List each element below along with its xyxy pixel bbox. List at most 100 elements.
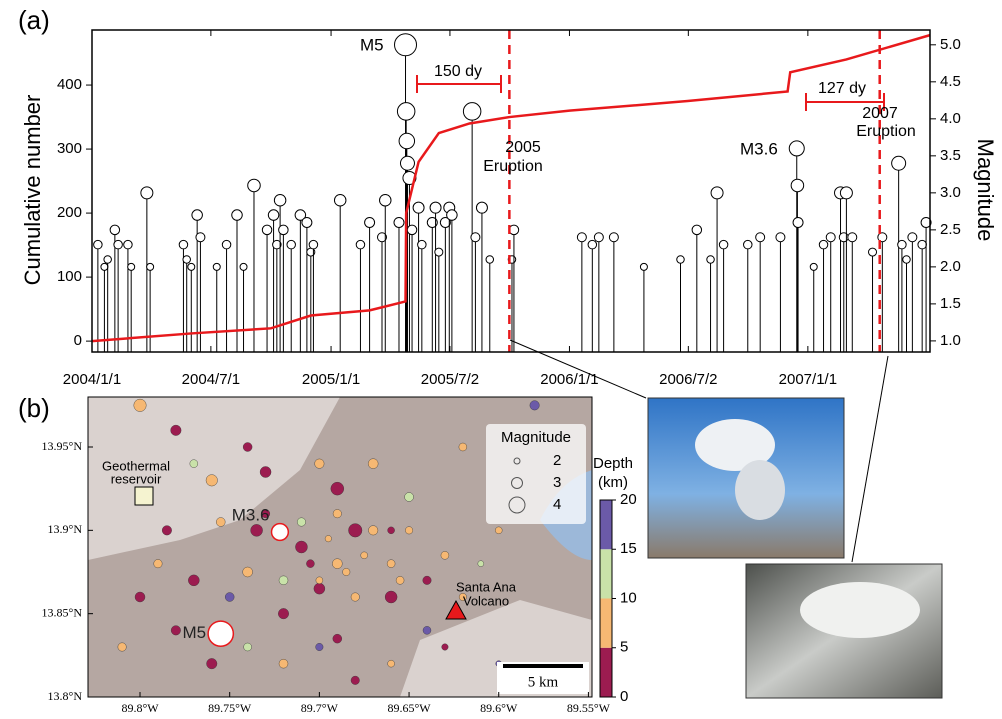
earthquake	[133, 398, 147, 412]
y-axis-label: Cumulative number	[20, 95, 45, 286]
y-tick-label: 400	[57, 76, 82, 93]
earthquake	[153, 559, 163, 569]
stem-head	[301, 216, 313, 228]
stem-head	[399, 155, 415, 171]
y2-tick-label: 3.0	[940, 184, 961, 201]
stem-head	[788, 140, 805, 157]
colorbar-label: (km)	[598, 474, 628, 491]
stem-head	[470, 232, 481, 243]
stem-head	[790, 178, 805, 193]
stem-head	[191, 209, 203, 221]
y2-tick-label: 4.5	[940, 73, 961, 90]
earthquake	[278, 608, 289, 620]
x-tick-label: 89.6°W	[480, 701, 518, 714]
stem-head	[278, 224, 289, 236]
stem-head	[393, 216, 405, 228]
earthquake	[395, 576, 405, 585]
earthquake	[458, 442, 468, 452]
stem-head	[897, 239, 907, 250]
annotation: Eruption	[856, 123, 916, 140]
earthquake	[278, 575, 289, 586]
x-tick-label: 89.7°W	[301, 701, 339, 714]
annotation: M3.6	[740, 139, 778, 158]
earthquake	[330, 481, 345, 496]
earthquake	[529, 400, 540, 411]
colorbar-label: Depth	[593, 455, 633, 472]
earthquake	[242, 442, 253, 452]
stem-head	[434, 247, 444, 257]
y2-tick-label: 3.5	[940, 147, 961, 164]
earthquake	[261, 509, 271, 519]
legend-symbol	[511, 477, 523, 489]
stem-head	[267, 209, 280, 221]
stem-head	[838, 232, 849, 243]
stem-head	[877, 232, 888, 243]
earthquake	[458, 593, 467, 601]
earthquake	[360, 551, 368, 560]
stem-head	[123, 239, 133, 250]
plume	[800, 582, 920, 638]
stem-head	[485, 255, 495, 264]
annotation: 2005	[505, 139, 541, 156]
earthquake	[117, 642, 127, 652]
y2-tick-label: 5.0	[940, 36, 961, 53]
x-tick-label: 2005/7/2	[421, 371, 479, 388]
stem-head	[847, 232, 858, 243]
stem-head	[355, 239, 366, 250]
highlight-label: M5	[183, 623, 207, 642]
earthquake	[314, 458, 325, 469]
highlight-event	[270, 522, 290, 542]
annotation: 127 dy	[818, 80, 866, 97]
legend-label: 3	[553, 474, 561, 491]
stem-head	[902, 255, 911, 264]
stem-head	[475, 201, 488, 214]
y2-tick-label: 2.5	[940, 221, 961, 238]
y2-tick-label: 2.0	[940, 258, 961, 275]
earthquake	[368, 525, 379, 536]
stem-head	[178, 239, 189, 250]
stem-head	[212, 262, 221, 271]
y2-tick-label: 1.5	[940, 295, 961, 312]
earthquake	[250, 524, 263, 537]
earthquake	[422, 575, 432, 585]
stem-head	[439, 216, 451, 228]
stem-head	[920, 216, 932, 228]
earthquake	[386, 559, 396, 568]
stem-head	[364, 216, 376, 228]
stem-head	[691, 224, 703, 236]
stem-head	[825, 232, 836, 243]
stem-head	[755, 232, 766, 243]
y2-tick-label: 4.0	[940, 110, 961, 127]
colorbar-segment	[600, 598, 612, 648]
x-tick-label: 89.65°W	[387, 701, 431, 714]
plume	[735, 460, 785, 520]
stem-head	[710, 186, 724, 200]
x-tick-label: 89.55°W	[567, 701, 611, 714]
stem-head	[398, 132, 416, 150]
x-tick-label: 2006/7/2	[659, 371, 717, 388]
stem-head	[412, 201, 425, 214]
y-tick-label: 300	[57, 140, 82, 157]
stem-head	[195, 232, 206, 243]
y-tick-label: 13.8°N	[48, 689, 83, 703]
map-frame	[87, 396, 593, 698]
stem-head	[891, 155, 907, 171]
bracket	[416, 75, 885, 111]
stem-head	[140, 186, 154, 200]
earthquake	[422, 626, 432, 635]
volcano-label: Santa Ana	[456, 579, 517, 594]
scale-label: 5 km	[528, 674, 559, 690]
colorbar-segment	[600, 500, 612, 550]
stem-head	[273, 194, 287, 207]
stem-head	[146, 262, 155, 271]
annotation: 150 dy	[434, 63, 482, 80]
x-tick-label: 89.75°W	[208, 701, 252, 714]
legend-symbol	[508, 496, 526, 514]
earthquake	[205, 474, 218, 487]
earthquake	[342, 568, 351, 576]
stem-head	[593, 232, 604, 243]
panel-label: (a)	[18, 5, 50, 35]
panel-label: (b)	[18, 393, 50, 423]
x-tick-label: 2007/1/1	[779, 371, 837, 388]
